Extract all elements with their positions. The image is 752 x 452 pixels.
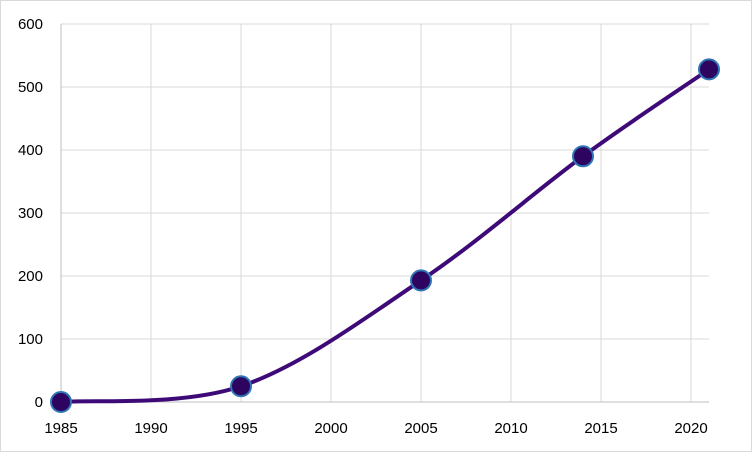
axes xyxy=(60,24,709,403)
data-point xyxy=(50,391,72,413)
x-tick-label: 1985 xyxy=(44,420,77,437)
data-point xyxy=(572,145,594,168)
y-tick-label: 600 xyxy=(18,16,43,33)
data-point xyxy=(230,375,252,398)
x-tick-label: 1990 xyxy=(134,420,167,437)
series-line xyxy=(59,67,711,404)
y-axis-tick-labels: 0 100 200 300 400 500 600 xyxy=(18,16,43,411)
x-tick-label: 2015 xyxy=(584,420,617,437)
x-tick-label: 2020 xyxy=(674,420,707,437)
data-point xyxy=(698,58,720,81)
y-tick-label: 100 xyxy=(18,331,43,348)
x-axis-tick-labels: 1985 1990 1995 2000 2005 2010 2015 2020 xyxy=(44,420,707,437)
y-tick-label: 500 xyxy=(18,79,43,96)
y-tick-label: 300 xyxy=(18,205,43,222)
series-layer xyxy=(50,58,720,413)
x-tick-label: 2010 xyxy=(494,420,527,437)
y-tick-label: 0 xyxy=(35,394,43,411)
y-tick-label: 200 xyxy=(18,268,43,285)
x-tick-label: 2005 xyxy=(404,420,437,437)
grid-lines xyxy=(61,23,709,402)
x-tick-label: 2000 xyxy=(314,420,347,437)
data-point xyxy=(410,269,432,292)
x-tick-label: 1995 xyxy=(224,420,257,437)
y-tick-label: 400 xyxy=(18,142,43,159)
